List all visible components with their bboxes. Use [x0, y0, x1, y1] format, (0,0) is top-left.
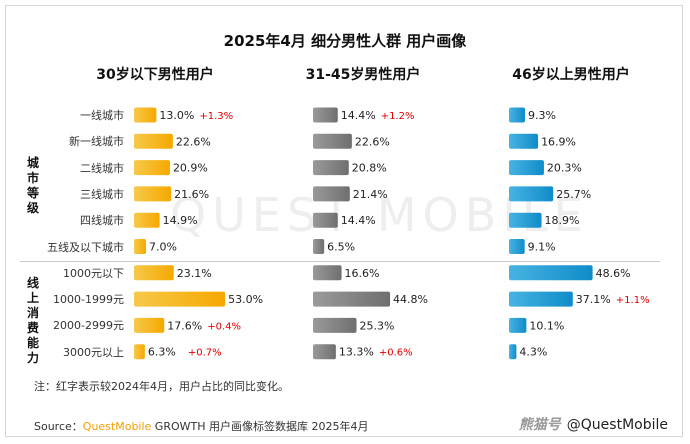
- bar-value-label: 48.6%: [596, 267, 631, 280]
- bar-value-label: 18.9%: [545, 214, 580, 227]
- category-label: 一线城市: [80, 109, 124, 122]
- column-header-over-46: 46岁以上男性用户: [512, 67, 630, 83]
- bar-value-label: 25.7%: [556, 188, 591, 201]
- column-header-31-45: 31-45岁男性用户: [305, 67, 421, 83]
- yoy-change-label: +1.3%: [199, 111, 233, 122]
- bar-value-label: 14.4%: [341, 214, 376, 227]
- bar-value-label: 9.1%: [528, 241, 556, 254]
- column-header-under-30: 30岁以下男性用户: [96, 67, 214, 83]
- bar-value-label: 21.4%: [353, 188, 388, 201]
- bar-value-label: 20.9%: [173, 162, 208, 175]
- bar: [313, 212, 338, 228]
- bar: [313, 186, 350, 202]
- bar: [313, 160, 349, 176]
- group-separator: [20, 261, 660, 262]
- bar: [134, 133, 173, 149]
- bar: [509, 160, 544, 176]
- bar: [134, 186, 172, 202]
- source-brand: QuestMobile: [82, 420, 152, 433]
- bar-value-label: 20.8%: [352, 162, 387, 175]
- category-label: 新一线城市: [69, 135, 124, 149]
- bar: [313, 344, 336, 360]
- bar: [509, 133, 539, 149]
- footnote: 注：红字表示较2024年4月，用户占比的同比变化。: [34, 380, 289, 393]
- bar: [509, 186, 554, 202]
- source-line: Source：QuestMobile GROWTH 用户画像标签数据库 2025…: [34, 418, 369, 434]
- category-label: 五线及以下城市: [47, 240, 124, 254]
- bar: [134, 107, 157, 123]
- bar-value-label: 25.3%: [360, 319, 395, 332]
- bar-value-label: 9.3%: [528, 109, 556, 122]
- bar: [509, 317, 527, 333]
- bar: [134, 160, 170, 176]
- bar: [509, 107, 525, 123]
- category-label: 三线城市: [80, 187, 124, 201]
- bar-value-label: 4.3%: [519, 346, 547, 359]
- bar-value-label: 20.3%: [547, 162, 582, 175]
- bar: [509, 212, 542, 228]
- bar: [313, 133, 352, 149]
- bar-value-label: 17.6%: [167, 319, 202, 332]
- bar: [313, 317, 357, 333]
- bar-value-label: 53.0%: [228, 293, 263, 306]
- bar-value-label: 16.6%: [345, 267, 380, 280]
- brand-watermark-left: 熊猫号: [518, 417, 561, 433]
- category-label: 四线城市: [80, 214, 124, 228]
- bar: [509, 291, 573, 307]
- bar-value-label: 13.3%: [339, 346, 374, 359]
- bar-value-label: 37.1%: [576, 293, 611, 306]
- brand-watermark-right: @QuestMobile: [566, 417, 668, 433]
- yoy-change-label: +1.2%: [381, 111, 415, 122]
- bar-value-label: 14.9%: [163, 214, 198, 227]
- bar-value-label: 23.1%: [177, 267, 212, 280]
- bar: [134, 317, 165, 333]
- bar: [509, 344, 517, 360]
- bar: [313, 291, 391, 307]
- chart-frame: [5, 5, 683, 437]
- bar-value-label: 14.4%: [341, 109, 376, 122]
- category-label: 1000元以下: [63, 266, 124, 280]
- yoy-change-label: +0.7%: [188, 348, 222, 359]
- category-label: 1000-1999元: [53, 293, 124, 307]
- bar: [313, 107, 338, 123]
- yoy-change-label: +1.1%: [616, 295, 650, 306]
- bar-value-label: 10.1%: [529, 319, 564, 332]
- bar-value-label: 13.0%: [159, 109, 194, 122]
- yoy-change-label: +0.4%: [207, 321, 241, 332]
- brand-watermark: 熊猫号 @QuestMobile: [519, 414, 668, 434]
- category-label: 2000-2999元: [53, 319, 124, 333]
- bar: [509, 265, 593, 281]
- bar-value-label: 16.9%: [541, 135, 576, 148]
- bar-value-label: 6.5%: [327, 241, 355, 254]
- bar-value-label: 44.8%: [393, 293, 428, 306]
- bar: [134, 291, 226, 307]
- bar: [134, 344, 145, 360]
- bar-value-label: 21.6%: [174, 188, 209, 201]
- source-rest: GROWTH 用户画像标签数据库 2025年4月: [151, 420, 369, 433]
- bar: [313, 265, 342, 281]
- category-label: 二线城市: [80, 161, 124, 175]
- category-label: 3000元以上: [63, 345, 124, 359]
- bar: [134, 212, 160, 228]
- bar: [134, 239, 147, 254]
- bar-value-label: 6.3%: [148, 346, 176, 359]
- chart-title: 2025年4月 细分男性人群 用户画像: [223, 32, 467, 50]
- bar: [509, 239, 525, 254]
- bar: [313, 239, 325, 254]
- bar-value-label: 22.6%: [176, 135, 211, 148]
- group-label-city-tier: 城市等级: [26, 156, 39, 215]
- bar-value-label: 22.6%: [355, 135, 390, 148]
- bar: [134, 265, 174, 281]
- yoy-change-label: +0.6%: [379, 348, 413, 359]
- group-label-consumption: 线上消费能力: [26, 276, 39, 365]
- source-prefix: Source：: [34, 420, 83, 433]
- bar-value-label: 7.0%: [149, 241, 177, 254]
